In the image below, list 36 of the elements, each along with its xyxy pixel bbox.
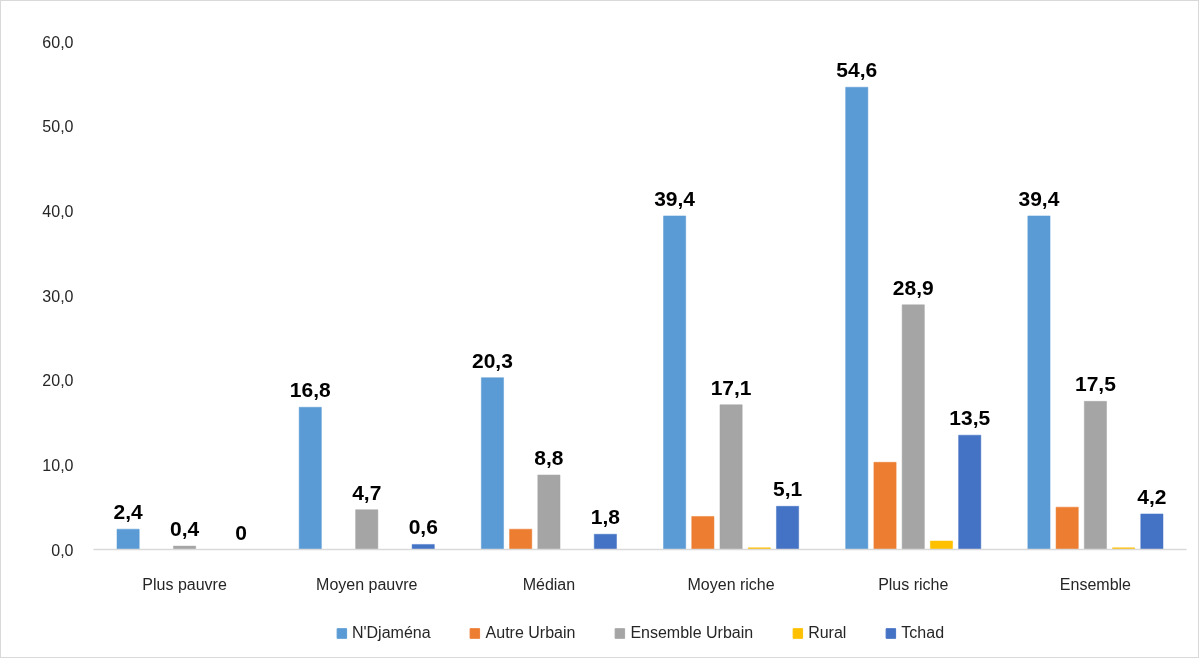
data-label: 4,2 bbox=[1137, 484, 1167, 508]
data-label: 0,6 bbox=[408, 515, 438, 539]
data-label: 2,4 bbox=[113, 500, 144, 524]
data-label: 0,4 bbox=[169, 517, 200, 541]
x-tick-label: Moyen pauvre bbox=[316, 575, 418, 593]
data-label: 16,8 bbox=[289, 378, 332, 402]
y-tick-label: 0,0 bbox=[51, 541, 74, 559]
x-tick-label: Moyen riche bbox=[687, 575, 775, 593]
data-label: 39,4 bbox=[1018, 186, 1060, 210]
y-tick-label: 60,0 bbox=[42, 33, 74, 51]
data-label: 28,9 bbox=[892, 275, 934, 299]
legend-label: Ensemble Urbain bbox=[630, 624, 754, 642]
y-tick-label: 10,0 bbox=[42, 456, 74, 474]
y-tick-label: 20,0 bbox=[42, 372, 74, 390]
x-tick-label: Médian bbox=[522, 575, 576, 593]
data-label: 17,5 bbox=[1074, 372, 1117, 396]
data-label: 5,1 bbox=[772, 477, 803, 501]
data-label: 1,8 bbox=[590, 505, 621, 529]
data-label: 4,7 bbox=[352, 480, 382, 504]
x-tick-label: Plus pauvre bbox=[142, 575, 227, 593]
legend-label: N'Djaména bbox=[351, 624, 431, 642]
data-label: 13,5 bbox=[949, 406, 991, 430]
data-label: 20,3 bbox=[472, 348, 513, 372]
legend-label: Tchad bbox=[901, 624, 945, 642]
legend-label: Autre Urbain bbox=[485, 624, 576, 642]
y-tick-label: 40,0 bbox=[42, 202, 74, 220]
data-label: 0 bbox=[235, 520, 247, 544]
x-tick-label: Ensemble bbox=[1059, 575, 1132, 593]
data-label: 17,1 bbox=[710, 375, 752, 399]
legend-label: Rural bbox=[808, 624, 847, 642]
data-label: 54,6 bbox=[836, 58, 878, 82]
data-label: 8,8 bbox=[534, 445, 564, 469]
y-tick-label: 50,0 bbox=[42, 118, 74, 136]
x-tick-label: Plus riche bbox=[878, 575, 949, 593]
data-label: 39,4 bbox=[654, 186, 696, 210]
y-tick-label: 30,0 bbox=[42, 287, 74, 305]
